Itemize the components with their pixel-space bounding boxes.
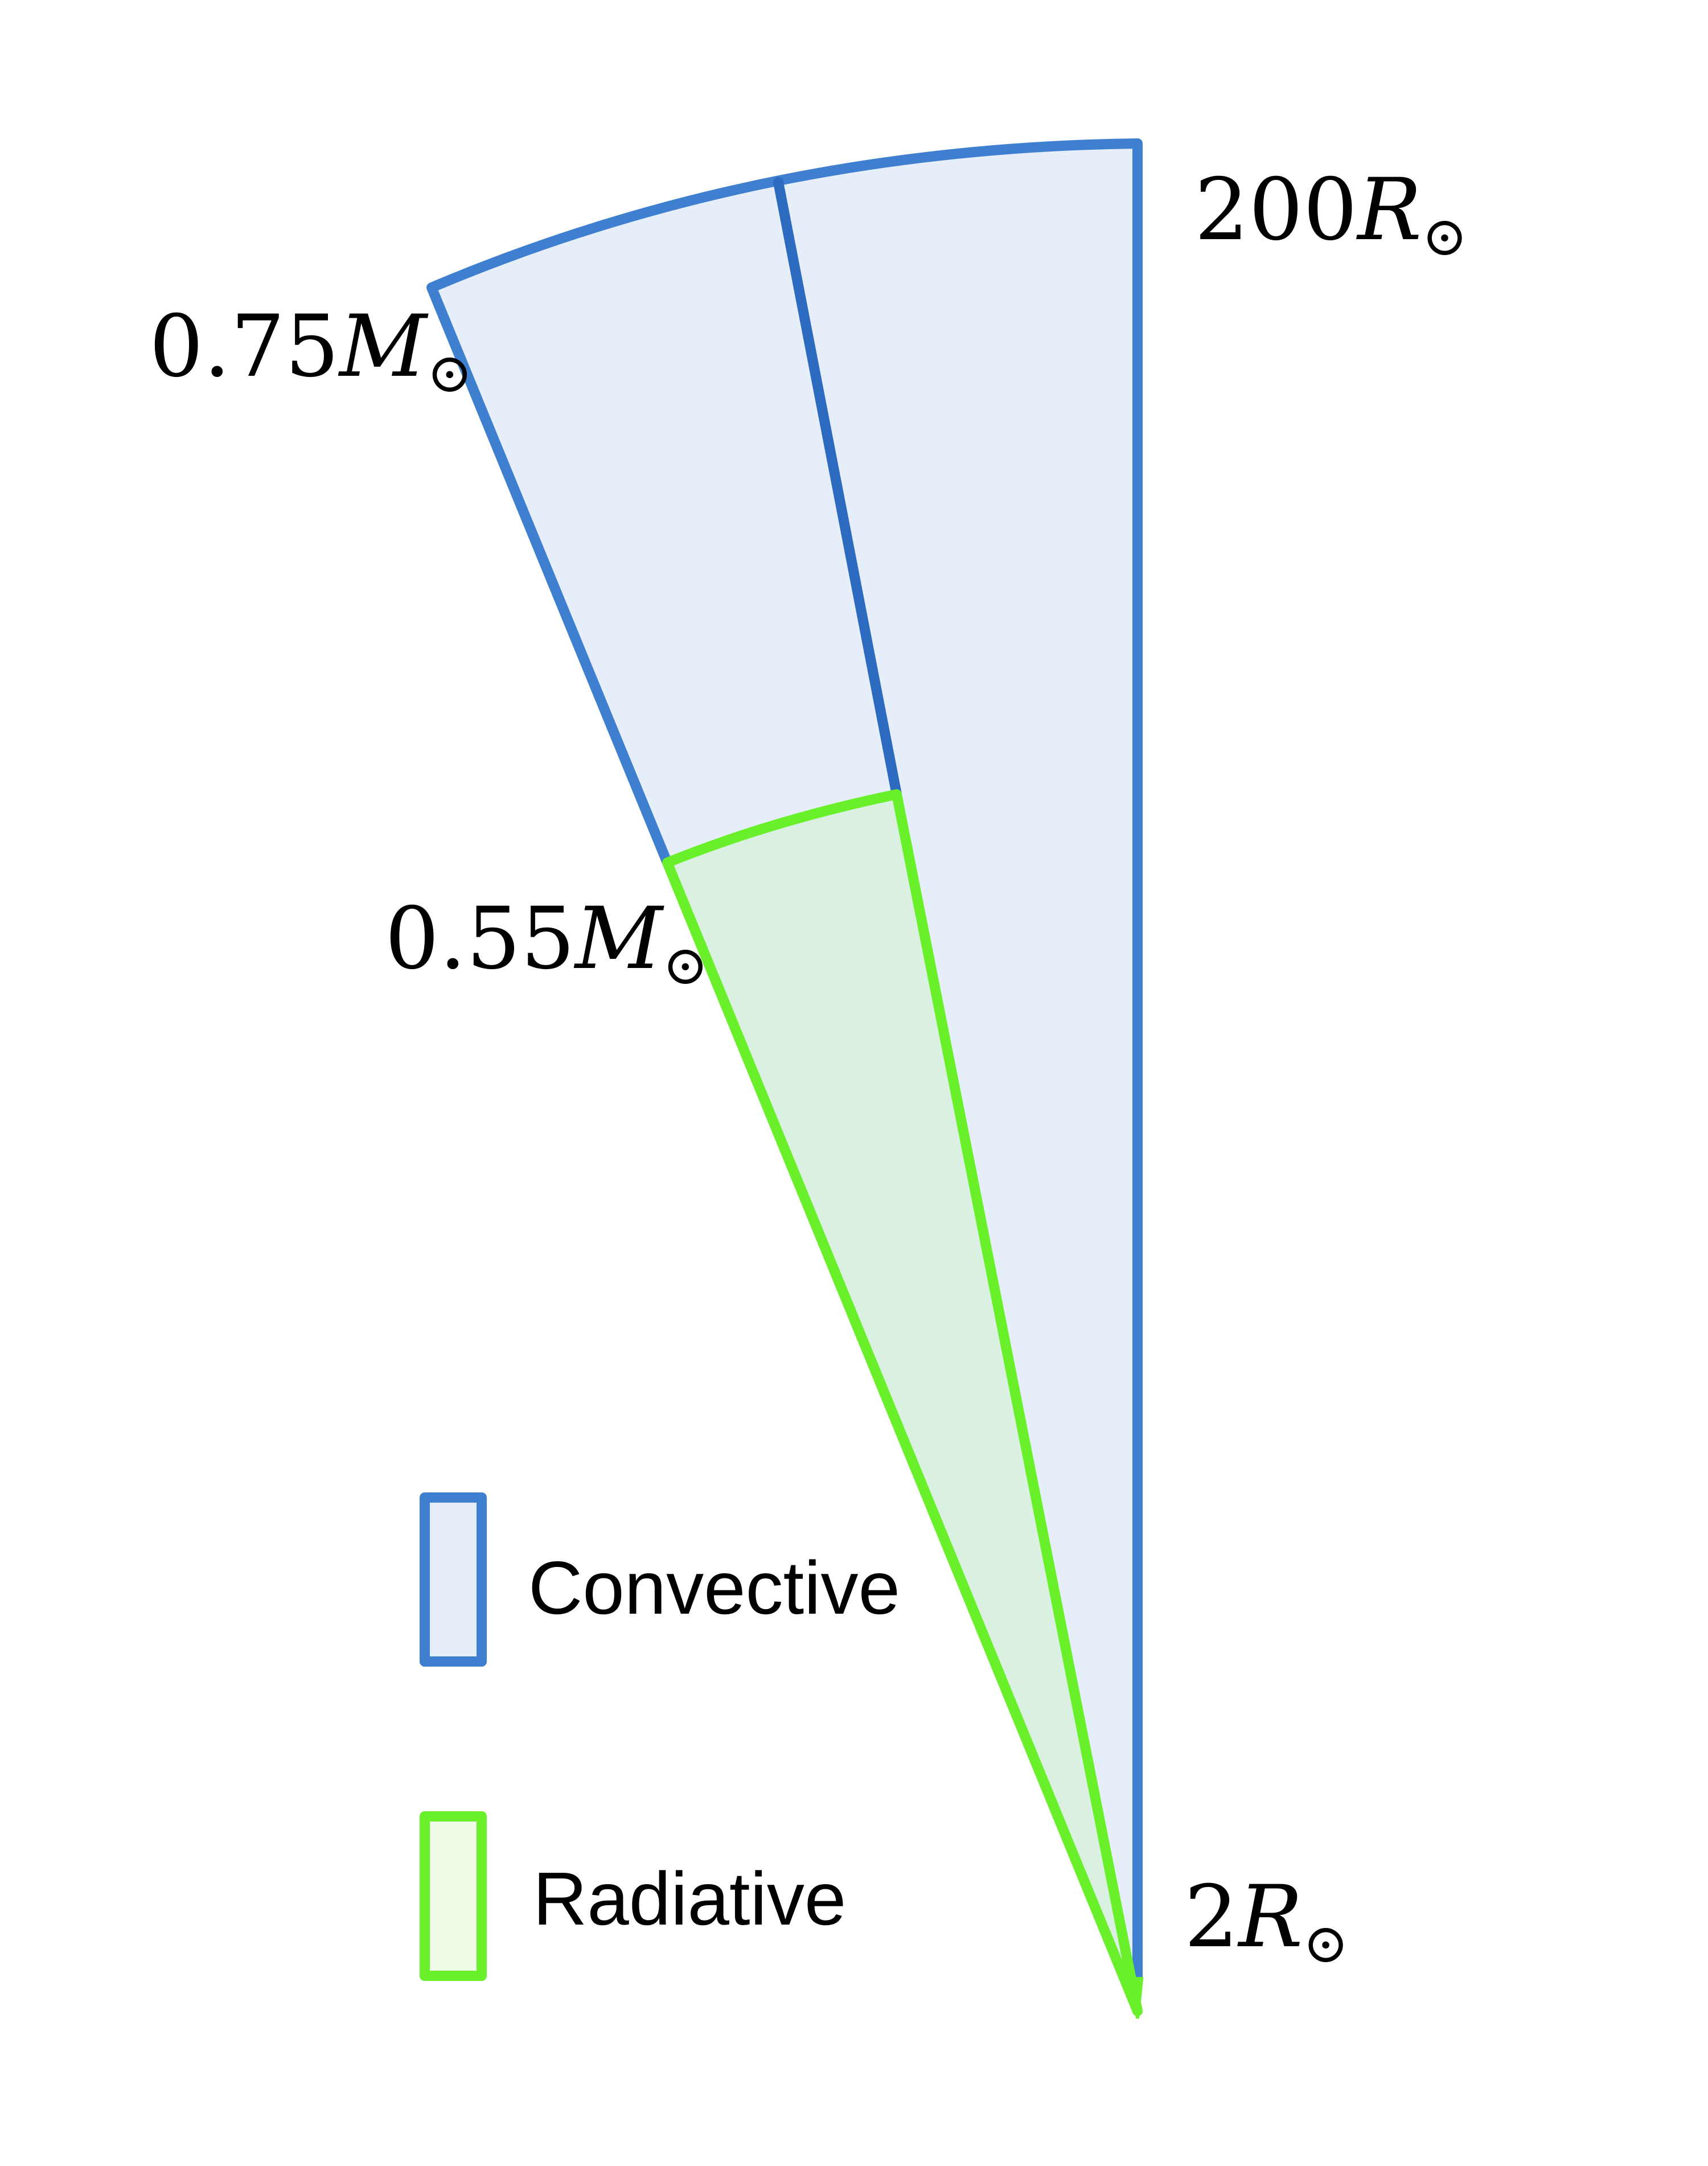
legend: Convective Radiative bbox=[420, 1492, 900, 1981]
outer-radius-symbol: R bbox=[1356, 161, 1422, 260]
outer-radius-sun-symbol: ⊙ bbox=[1422, 204, 1467, 268]
legend-radiative-label: Radiative bbox=[533, 1857, 846, 1941]
inner-radius-sun-symbol: ⊙ bbox=[1303, 1911, 1348, 1975]
legend-convective-swatch bbox=[420, 1492, 487, 1667]
mass-outer-symbol: M bbox=[338, 297, 429, 396]
inner-radius-number: 2 bbox=[1184, 1868, 1238, 1967]
mass-inner-symbol: M bbox=[573, 889, 664, 988]
inner-radius-symbol: R bbox=[1237, 1868, 1303, 1967]
mass-outer-label: 0.75M⊙ bbox=[149, 297, 473, 405]
mass-outer-sun-symbol: ⊙ bbox=[427, 341, 473, 405]
mass-inner-sun-symbol: ⊙ bbox=[663, 933, 708, 997]
outer-radius-label: 200R⊙ bbox=[1194, 161, 1468, 268]
radiative-core-tip bbox=[1131, 1977, 1144, 2019]
mass-inner-number: 0.55 bbox=[385, 889, 575, 988]
radiative-boundary bbox=[662, 789, 1143, 2016]
convective-divider-line bbox=[773, 177, 902, 799]
outer-radius-number: 200 bbox=[1194, 161, 1357, 260]
radiative-zone bbox=[667, 794, 1138, 2011]
legend-radiative-swatch bbox=[420, 1811, 487, 1981]
convective-outer-boundary bbox=[426, 138, 1143, 1984]
mass-inner-label: 0.55M⊙ bbox=[385, 889, 708, 997]
inner-radius-label: 2R⊙ bbox=[1184, 1868, 1349, 1975]
legend-convective-label: Convective bbox=[528, 1546, 900, 1630]
mass-outer-number: 0.75 bbox=[149, 297, 339, 396]
